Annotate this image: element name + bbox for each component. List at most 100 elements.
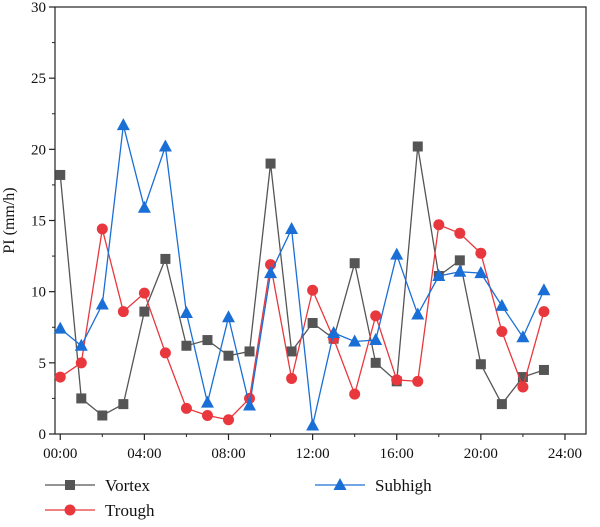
data-point-trough: [496, 326, 508, 338]
data-point-vortex: [349, 258, 360, 269]
data-point-trough: [412, 375, 424, 387]
data-point-subhigh: [200, 395, 214, 408]
data-point-vortex: [244, 346, 255, 357]
data-point-subhigh: [537, 283, 551, 296]
data-point-subhigh: [369, 333, 383, 346]
data-point-vortex: [55, 169, 66, 180]
y-tick-label: 15: [31, 214, 46, 230]
data-point-vortex: [265, 158, 276, 169]
plot-axes: 00:00 04:00 08:00 12:00 16:00 20:00 24:00 0 5 10 1…: [31, 0, 587, 462]
data-point-trough: [433, 219, 445, 231]
data-point-subhigh: [285, 222, 299, 235]
data-point-vortex: [202, 335, 213, 346]
legend-item-subhigh: Subhigh: [315, 476, 432, 495]
data-point-subhigh: [348, 334, 362, 347]
data-point-vortex: [517, 372, 528, 383]
data-point-vortex: [307, 317, 318, 328]
data-point-subhigh: [158, 139, 172, 152]
series-trough: [54, 219, 550, 426]
legend-item-vortex: Vortex: [45, 476, 151, 495]
data-point-trough: [54, 371, 66, 383]
y-tick-label: 0: [39, 427, 47, 443]
data-point-vortex: [97, 410, 108, 421]
data-point-vortex: [181, 340, 192, 351]
data-point-vortex: [76, 393, 87, 404]
data-point-subhigh: [95, 297, 109, 310]
data-point-subhigh: [516, 330, 530, 343]
data-point-vortex: [160, 253, 171, 264]
data-point-subhigh: [74, 338, 88, 351]
data-point-subhigh: [306, 418, 320, 431]
data-point-subhigh: [264, 266, 278, 279]
legend-label-subhigh: Subhigh: [375, 476, 432, 495]
data-point-subhigh: [116, 118, 130, 131]
data-point-subhigh: [432, 269, 446, 282]
data-point-trough: [75, 357, 87, 369]
x-tick-label: 24:00: [548, 446, 582, 462]
data-point-subhigh: [53, 321, 67, 334]
x-tick-label: 08:00: [211, 446, 245, 462]
data-point-subhigh: [179, 306, 193, 319]
data-point-trough: [370, 310, 382, 322]
data-point-trough: [180, 402, 192, 414]
data-point-vortex: [139, 306, 150, 317]
data-point-subhigh: [453, 264, 467, 277]
plot-frame: [54, 6, 587, 435]
series-subhigh: [53, 118, 551, 431]
data-point-trough: [96, 223, 108, 235]
data-point-vortex: [475, 359, 486, 370]
data-point-vortex: [286, 346, 297, 357]
data-point-vortex: [538, 364, 549, 375]
y-tick-label: 30: [31, 0, 46, 16]
x-tick-label: 04:00: [127, 446, 161, 462]
series-line-vortex: [59, 146, 545, 417]
data-point-subhigh: [137, 200, 151, 213]
data-point-vortex: [496, 399, 507, 410]
data-point-trough: [201, 409, 213, 421]
data-point-vortex: [412, 141, 423, 152]
x-tick-label: 16:00: [380, 446, 414, 462]
y-tick-label: 20: [31, 142, 46, 158]
data-point-subhigh: [390, 247, 404, 260]
y-tick-label: 5: [39, 356, 47, 372]
data-point-trough: [454, 227, 466, 239]
y-axis-title: PI (mm/h): [1, 187, 18, 253]
data-point-trough: [222, 414, 234, 426]
series-vortex: [55, 141, 549, 421]
series-layer: [53, 118, 551, 431]
x-tick-label: 00:00: [43, 446, 77, 462]
data-point-subhigh: [221, 310, 235, 323]
data-point-vortex: [223, 350, 234, 361]
legend-item-trough: Trough: [45, 501, 155, 520]
x-tick-label: 20:00: [464, 446, 498, 462]
data-point-subhigh: [474, 266, 488, 279]
series-line-subhigh: [59, 124, 545, 426]
data-point-subhigh: [495, 298, 509, 311]
data-point-trough: [517, 381, 529, 393]
y-tick-label: 25: [31, 71, 46, 87]
legend-marker-vortex: [65, 480, 75, 490]
data-point-trough: [138, 287, 150, 299]
legend-marker-subhigh: [333, 478, 347, 490]
legend-label-vortex: Vortex: [105, 476, 151, 495]
data-point-trough: [538, 306, 550, 318]
data-point-trough: [349, 388, 361, 400]
data-point-trough: [286, 372, 298, 384]
data-point-trough: [159, 347, 171, 359]
data-point-vortex: [454, 255, 465, 266]
data-point-subhigh: [411, 307, 425, 320]
data-point-trough: [117, 306, 129, 318]
y-tick-label: 10: [31, 285, 46, 301]
data-point-vortex: [118, 399, 129, 410]
x-tick-label: 12:00: [296, 446, 330, 462]
legend-marker-trough: [64, 504, 76, 516]
legend: Vortex Trough Subhigh: [45, 476, 432, 520]
legend-label-trough: Trough: [105, 501, 155, 520]
data-point-trough: [307, 284, 319, 296]
data-point-subhigh: [327, 325, 341, 338]
data-point-vortex: [370, 357, 381, 368]
data-point-trough: [391, 374, 403, 386]
data-point-trough: [475, 247, 487, 259]
data-point-subhigh: [243, 398, 257, 411]
